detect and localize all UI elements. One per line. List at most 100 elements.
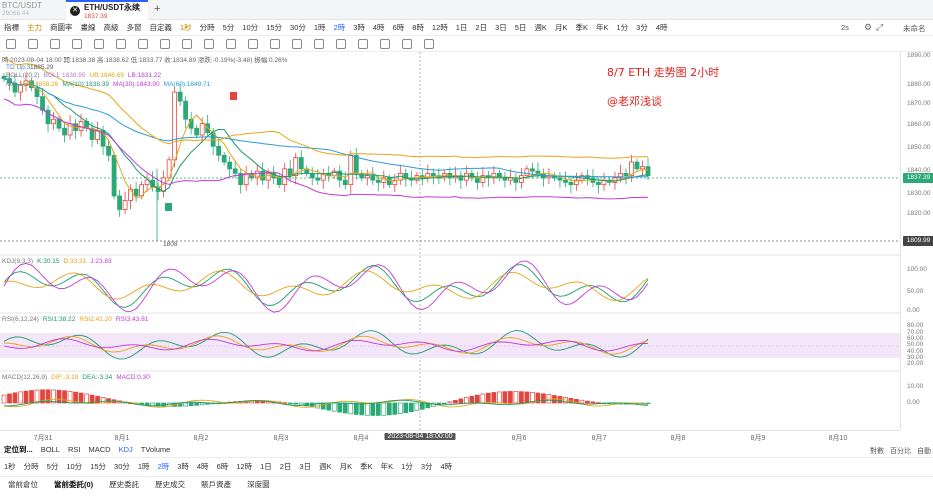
channel-icon[interactable] (94, 39, 104, 49)
toolbar-item-30[interactable]: 4時 (655, 23, 668, 32)
macd-bar (183, 402, 188, 407)
toolbar-item-17[interactable]: 6時 (392, 23, 405, 32)
undo-icon[interactable] (380, 39, 390, 49)
toolbar-item-6[interactable]: 自定義 (149, 23, 173, 32)
interval-item-21[interactable]: 4時 (440, 461, 453, 471)
interval-item-5[interactable]: 30分 (114, 461, 130, 471)
interval-item-0[interactable]: 1秒 (4, 461, 16, 471)
account-tab-3[interactable]: 歷史成交 (155, 480, 186, 489)
toolbar-item-26[interactable]: 季K (575, 23, 588, 32)
toolbar-item-24[interactable]: 週K (534, 23, 547, 32)
scale-option-2[interactable]: 自動 (917, 448, 931, 455)
text-icon[interactable] (160, 39, 170, 49)
horizontal-line-icon[interactable] (72, 39, 82, 49)
toolbar-item-20[interactable]: 1日 (455, 23, 468, 32)
interval-item-10[interactable]: 6時 (216, 461, 229, 471)
interval-item-19[interactable]: 1分 (401, 461, 413, 471)
toolbar-item-8[interactable]: 分時 (199, 23, 215, 32)
scale-option-0[interactable]: 對數 (870, 448, 884, 455)
interval-item-6[interactable]: 1時 (137, 461, 150, 471)
settings-icon[interactable]: ⚙ (864, 22, 873, 32)
interval-item-4[interactable]: 15分 (90, 461, 107, 471)
toolbar-item-9[interactable]: 5分 (222, 23, 235, 32)
toolbar-item-11[interactable]: 15分 (266, 23, 283, 32)
trash-icon[interactable] (358, 39, 368, 49)
account-tab-2[interactable]: 歷史委託 (109, 480, 140, 489)
toolbar-item-5[interactable]: 多窗 (126, 23, 142, 32)
close-icon[interactable]: ✕ (70, 6, 80, 16)
interval-item-18[interactable]: 年K (380, 461, 394, 471)
interval-item-3[interactable]: 10分 (66, 461, 83, 471)
brush-icon[interactable] (182, 39, 192, 49)
interval-item-8[interactable]: 3時 (177, 461, 189, 471)
toolbar-item-0[interactable]: 指標 (4, 23, 19, 32)
interval-item-9[interactable]: 4時 (196, 461, 209, 471)
chart-area[interactable] (0, 52, 900, 430)
toolbar-item-28[interactable]: 1分 (616, 23, 629, 32)
chart-canvas[interactable] (0, 52, 900, 430)
magnet-icon[interactable] (292, 39, 302, 49)
lock-icon[interactable] (314, 39, 324, 49)
price-axis[interactable]: 1890.00 1880.00 1870.00 1860.00 1850.00 1840.… (900, 52, 933, 430)
account-tab-0[interactable]: 當前倉位 (8, 480, 38, 489)
eye-icon[interactable] (336, 39, 346, 49)
toolbar-item-15[interactable]: 3時 (353, 23, 365, 32)
zoom-in-icon[interactable] (248, 39, 258, 49)
interval-item-7[interactable]: 2時 (157, 461, 170, 471)
goto-button[interactable]: 定位到... (4, 445, 33, 454)
interval-item-17[interactable]: 季K (360, 461, 373, 471)
zoom-out-icon[interactable] (270, 39, 280, 49)
toolbar-item-18[interactable]: 8時 (412, 23, 424, 32)
account-tab-1[interactable]: 當前委託(0) (54, 480, 94, 489)
toolbar-item-19[interactable]: 12時 (431, 23, 448, 32)
interval-item-1[interactable]: 分時 (23, 461, 39, 471)
interval-item-12[interactable]: 1日 (260, 461, 272, 471)
interval-item-2[interactable]: 5分 (46, 461, 59, 471)
tab-btc[interactable]: BTC/USDT 29066.44 (2, 1, 42, 17)
toolbar-item-10[interactable]: 10分 (242, 23, 259, 32)
toolbar-item-12[interactable]: 30分 (290, 23, 306, 32)
fullscreen-icon[interactable]: ⤢ (876, 22, 884, 32)
interval-item-16[interactable]: 月K (339, 461, 353, 471)
pattern-icon[interactable] (204, 39, 214, 49)
camera-icon[interactable] (424, 39, 434, 49)
toolbar-item-21[interactable]: 2日 (475, 23, 488, 32)
measure-icon[interactable] (226, 39, 236, 49)
toolbar-item-22[interactable]: 3日 (495, 23, 507, 32)
ray-icon[interactable] (50, 39, 60, 49)
toolbar-item-16[interactable]: 4時 (372, 23, 385, 32)
rect-icon[interactable] (138, 39, 148, 49)
indicator-rsi[interactable]: RSI (67, 445, 81, 454)
account-tab-5[interactable]: 深度圖 (247, 480, 270, 489)
tab-eth[interactable]: ✕ ETH/USDT永续 1837.39 (66, 0, 148, 20)
toolbar-item-23[interactable]: 5日 (514, 23, 527, 32)
interval-item-15[interactable]: 週K (319, 461, 332, 471)
toolbar-item-4[interactable]: 高級 (103, 23, 119, 32)
indicator-tvolume[interactable]: TVolume (140, 445, 171, 454)
interval-item-20[interactable]: 3分 (420, 461, 433, 471)
add-tab-icon[interactable]: + (154, 3, 161, 15)
interval-item-14[interactable]: 3日 (299, 461, 312, 471)
account-tab-4[interactable]: 賬戶資產 (201, 480, 232, 489)
toolbar-item-27[interactable]: 年K (595, 23, 609, 32)
toolbar-item-14[interactable]: 2時 (333, 23, 346, 32)
layout-name[interactable]: 未命名 (903, 24, 926, 33)
time-axis[interactable]: 7月31 8月1 8月2 8月3 8月4 8月6 8月7 8月8 8月9 8月10 2023-08-… (0, 430, 900, 442)
toolbar-item-29[interactable]: 3分 (636, 23, 648, 32)
toolbar-item-2[interactable]: 商圖率 (50, 23, 73, 32)
redo-icon[interactable] (402, 39, 412, 49)
toolbar-item-13[interactable]: 1時 (313, 23, 326, 32)
fib-icon[interactable] (116, 39, 126, 49)
scale-option-1[interactable]: 百分比 (890, 448, 911, 455)
interval-item-11[interactable]: 12時 (236, 461, 253, 471)
indicator-macd[interactable]: MACD (88, 445, 111, 454)
toolbar-item-7[interactable]: 1秒 (180, 23, 192, 32)
toolbar-item-1[interactable]: 主力 (27, 23, 42, 32)
cursor-icon[interactable] (6, 39, 16, 49)
indicator-boll[interactable]: BOLL (40, 445, 60, 454)
toolbar-item-3[interactable]: 畫線 (80, 23, 96, 32)
trend-line-icon[interactable] (28, 39, 38, 49)
indicator-kdj[interactable]: KDJ (118, 445, 133, 454)
interval-item-13[interactable]: 2日 (279, 461, 292, 471)
toolbar-item-25[interactable]: 月K (554, 23, 568, 32)
